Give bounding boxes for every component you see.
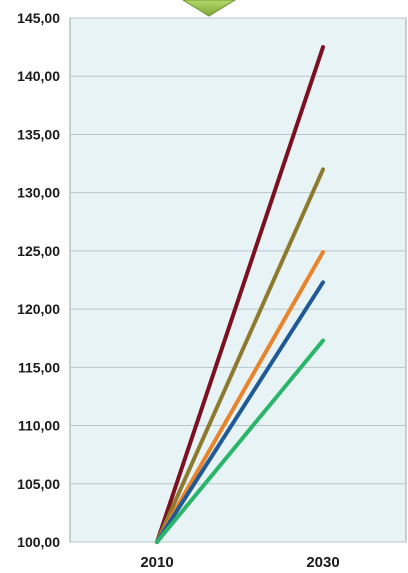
gridlines: [70, 17, 406, 543]
series-line: [155, 45, 325, 544]
x-category-label: 2010: [140, 554, 173, 571]
y-tick-label: 115,00: [18, 359, 60, 375]
y-tick-label: 130,00: [17, 185, 60, 201]
y-tick-label: 110,00: [18, 418, 60, 434]
y-tick-label: 105,00: [17, 476, 60, 492]
y-tick-label: 140,00: [17, 68, 60, 84]
plot-area: [69, 17, 407, 543]
x-category-label: 2030: [306, 554, 339, 571]
series-line: [155, 280, 325, 544]
series-line: [155, 250, 325, 544]
x-axis-category-labels: 2010 2030: [140, 554, 339, 571]
y-tick-label: 120,00: [17, 301, 60, 317]
series-line: [155, 167, 325, 544]
series-line: [155, 338, 325, 544]
y-axis-tick-labels: 100,00 105,00 110,00 115,00 120,00 125,00 130,…: [17, 10, 60, 550]
scroll-down-indicator-icon: [182, 0, 236, 17]
series-lines: [155, 45, 325, 544]
y-tick-label: 135,00: [17, 126, 60, 142]
y-tick-label: 125,00: [17, 243, 60, 259]
y-tick-label: 145,00: [17, 10, 60, 26]
y-tick-label: 100,00: [17, 534, 60, 550]
